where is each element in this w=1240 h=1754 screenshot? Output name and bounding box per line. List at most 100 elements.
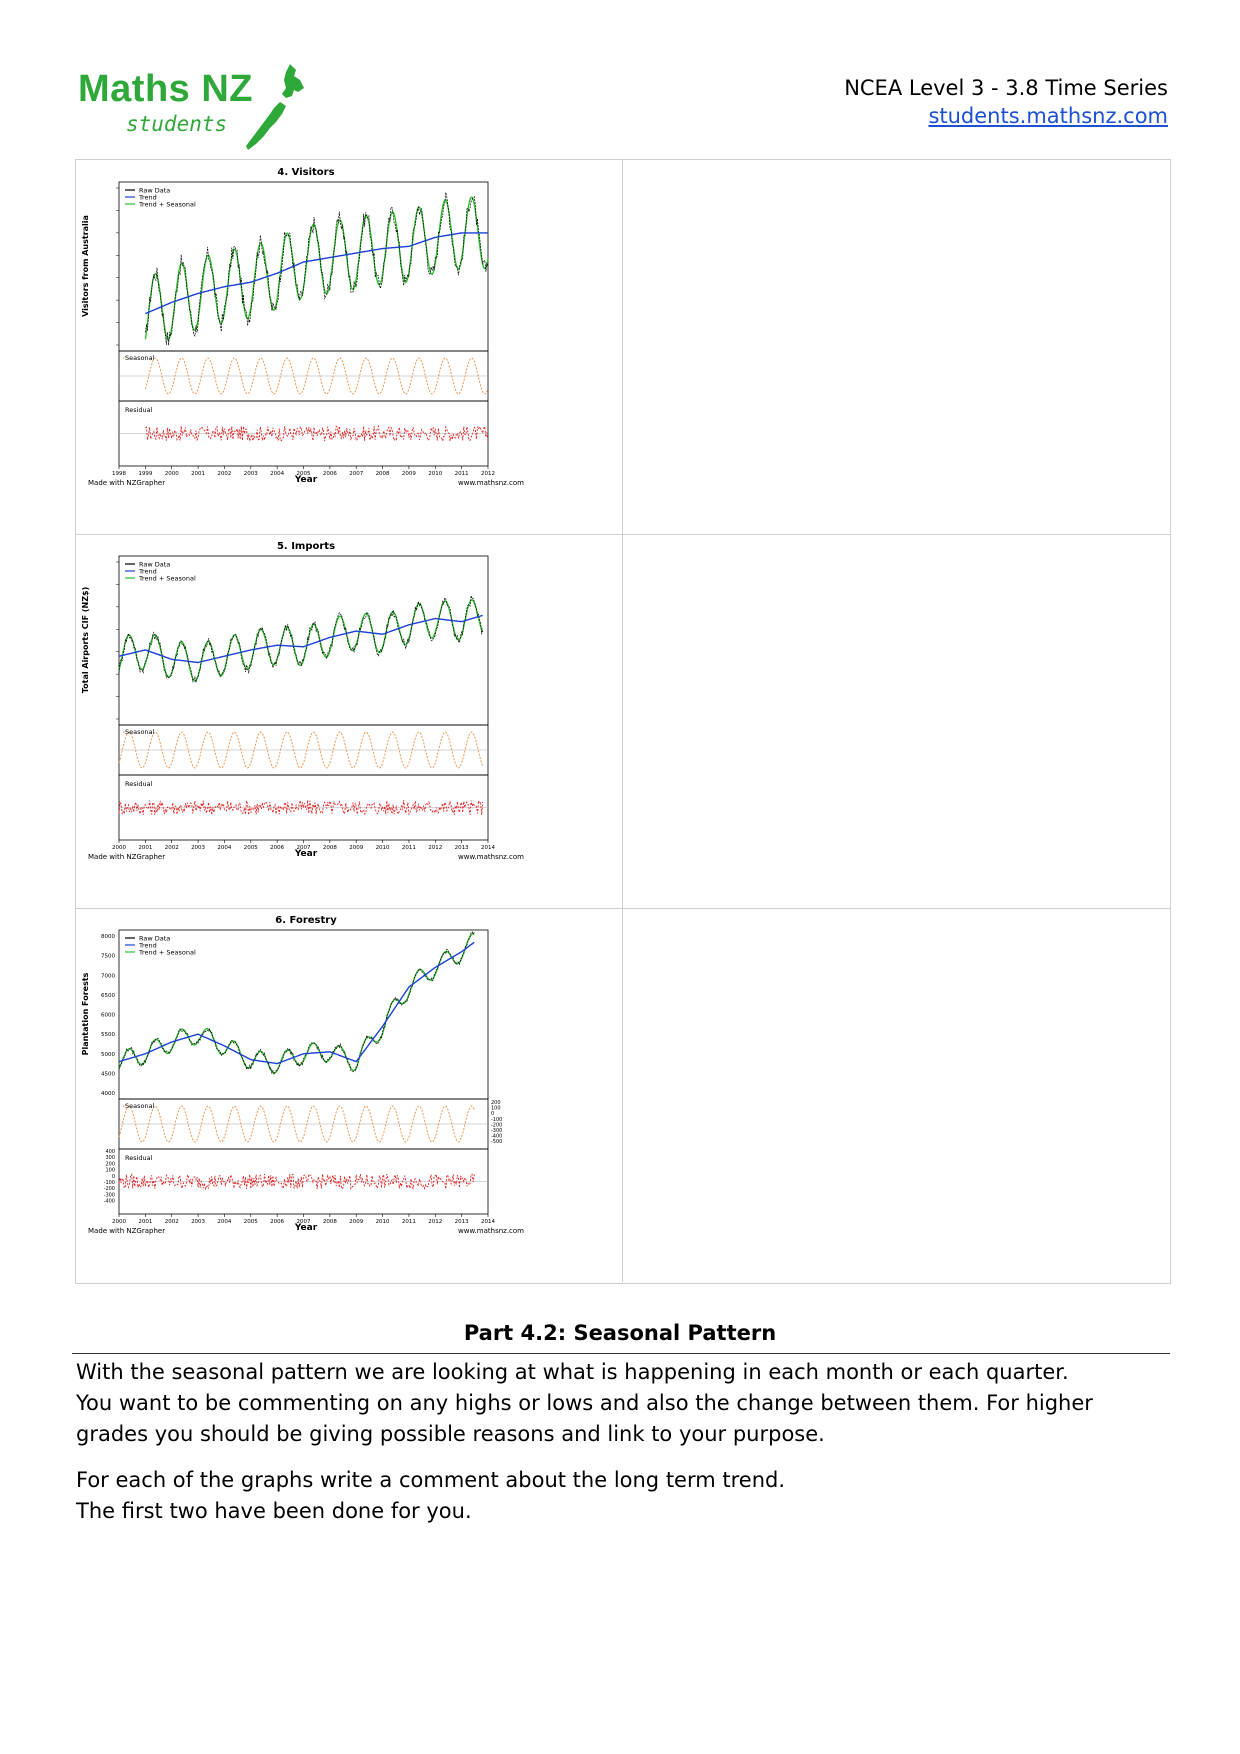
x-tick-label: 2008 — [323, 1219, 337, 1225]
credit-left: Made with NZGrapher — [88, 853, 165, 861]
chart-cell: 4. Visitors Visitors from Australia Year Ma… — [76, 160, 623, 534]
raw-data-line — [118, 595, 484, 683]
x-tick-label: 2001 — [138, 1219, 152, 1225]
credit-right: www.mathsnz.com — [458, 1227, 524, 1235]
credit-right: www.mathsnz.com — [458, 853, 524, 861]
visitors-chart: 4. Visitors Visitors from Australia Year Ma… — [81, 167, 524, 487]
imports-chart: 5. Imports Total Airports CIF (NZ$) Year Ma… — [81, 541, 524, 861]
x-tick-label: 2001 — [138, 845, 152, 851]
residual-line — [118, 798, 484, 816]
x-tick-label: 2012 — [481, 471, 495, 477]
table-row: 6. Forestry Plantation Forests Year Made wi… — [76, 908, 1170, 1282]
x-tick-label: 2007 — [349, 471, 363, 477]
x-tick-label: 2003 — [244, 471, 258, 477]
residual-tick-label: 400 — [105, 1149, 115, 1155]
x-tick-label: 2003 — [191, 845, 205, 851]
x-tick-label: 2013 — [455, 1219, 469, 1225]
seasonal-label: Seasonal — [125, 354, 155, 362]
seasonal-tick-label: 200 — [491, 1100, 501, 1106]
legend-label: Raw Data — [139, 935, 170, 943]
legend-label: Raw Data — [139, 187, 170, 195]
x-tick-label: 2001 — [191, 471, 205, 477]
x-tick-label: 2007 — [297, 1219, 311, 1225]
residual-line — [118, 1173, 475, 1191]
legend-label: Trend + Seasonal — [138, 575, 196, 583]
chart-title: 6. Forestry — [275, 915, 337, 926]
trend-line — [145, 232, 488, 315]
x-tick-label: 2011 — [455, 471, 469, 477]
y-tick-label: 4500 — [101, 1071, 115, 1077]
x-tick-label: 2014 — [481, 1219, 495, 1225]
residual-label: Residual — [125, 780, 153, 788]
forestry-chart: 6. Forestry Plantation Forests Year Made wi… — [81, 915, 524, 1235]
residual-label: Residual — [125, 406, 153, 414]
trend-seasonal-line — [144, 196, 489, 341]
y-tick-label: 5500 — [101, 1032, 115, 1038]
legend-label: Raw Data — [139, 561, 170, 569]
x-tick-label: 2007 — [297, 845, 311, 851]
legend-label: Trend — [138, 194, 157, 202]
paragraph-line: You want to be commenting on any highs o… — [76, 1391, 1093, 1415]
residual-tick-label: -100 — [104, 1180, 115, 1186]
seasonal-tick-label: -400 — [491, 1134, 502, 1140]
legend-label: Trend + Seasonal — [138, 949, 196, 957]
x-tick-label: 2010 — [376, 1219, 390, 1225]
x-tick-label: 2004 — [270, 471, 284, 477]
table-row: 4. Visitors Visitors from Australia Year Ma… — [76, 160, 1170, 535]
x-tick-label: 2006 — [270, 1219, 284, 1225]
x-tick-label: 2004 — [217, 1219, 231, 1225]
x-tick-label: 2013 — [455, 845, 469, 851]
seasonal-tick-label: -300 — [491, 1128, 502, 1134]
x-tick-label: 2005 — [297, 471, 311, 477]
site-link[interactable]: students.mathsnz.com — [928, 104, 1168, 128]
x-tick-label: 2008 — [376, 471, 390, 477]
table-row: 5. Imports Total Airports CIF (NZ$) Year Ma… — [76, 534, 1170, 909]
legend-label: Trend — [138, 942, 157, 950]
credit-left: Made with NZGrapher — [88, 1227, 165, 1235]
x-tick-label: 2011 — [402, 1219, 416, 1225]
course-title: NCEA Level 3 - 3.8 Time Series — [844, 76, 1168, 100]
x-tick-label: 2006 — [323, 471, 337, 477]
credit-right: www.mathsnz.com — [458, 479, 524, 487]
maths-nz-logo: Maths NZ students — [74, 60, 314, 160]
residual-tick-label: -400 — [104, 1199, 115, 1205]
residual-tick-label: -300 — [104, 1192, 115, 1198]
y-tick-label: 6000 — [101, 1013, 115, 1019]
x-tick-label: 2012 — [428, 845, 442, 851]
y-tick-label: 7000 — [101, 973, 115, 979]
paragraph-line: grades you should be giving possible rea… — [76, 1422, 825, 1446]
raw-data-line — [145, 192, 489, 346]
x-tick-label: 2003 — [191, 1219, 205, 1225]
x-tick-label: 2009 — [349, 845, 363, 851]
seasonal-line — [118, 731, 484, 769]
comment-cell[interactable] — [623, 534, 1170, 908]
x-tick-label: 2006 — [270, 845, 284, 851]
x-tick-label: 2000 — [112, 845, 126, 851]
chart-cell: 6. Forestry Plantation Forests Year Made wi… — [76, 908, 623, 1282]
x-tick-label: 2005 — [244, 845, 258, 851]
logo-subtitle: students — [126, 112, 228, 136]
x-tick-label: 2012 — [428, 1219, 442, 1225]
paragraph-line: The first two have been done for you. — [76, 1499, 472, 1523]
x-tick-label: 2002 — [165, 845, 179, 851]
x-tick-label: 2010 — [428, 471, 442, 477]
chart-title: 4. Visitors — [277, 167, 334, 178]
x-tick-label: 2014 — [481, 845, 495, 851]
seasonal-tick-label: -500 — [491, 1139, 502, 1145]
x-tick-label: 2010 — [376, 845, 390, 851]
residual-line — [145, 424, 489, 443]
x-tick-label: 2009 — [349, 1219, 363, 1225]
paragraph-line: For each of the graphs write a comment a… — [76, 1468, 786, 1492]
trend-line — [118, 941, 475, 1065]
y-tick-label: 6500 — [101, 993, 115, 999]
x-axis-label: Year — [294, 1223, 318, 1233]
x-tick-label: 1999 — [138, 471, 152, 477]
y-tick-label: 5000 — [101, 1052, 115, 1058]
residual-label: Residual — [125, 1154, 153, 1162]
comment-cell[interactable] — [623, 908, 1170, 1282]
comment-cell[interactable] — [623, 160, 1170, 534]
residual-tick-label: 200 — [105, 1161, 115, 1167]
y-tick-label: 7500 — [101, 954, 115, 960]
paragraph-line: With the seasonal pattern we are looking… — [76, 1360, 1069, 1384]
x-axis-label: Year — [294, 849, 318, 859]
